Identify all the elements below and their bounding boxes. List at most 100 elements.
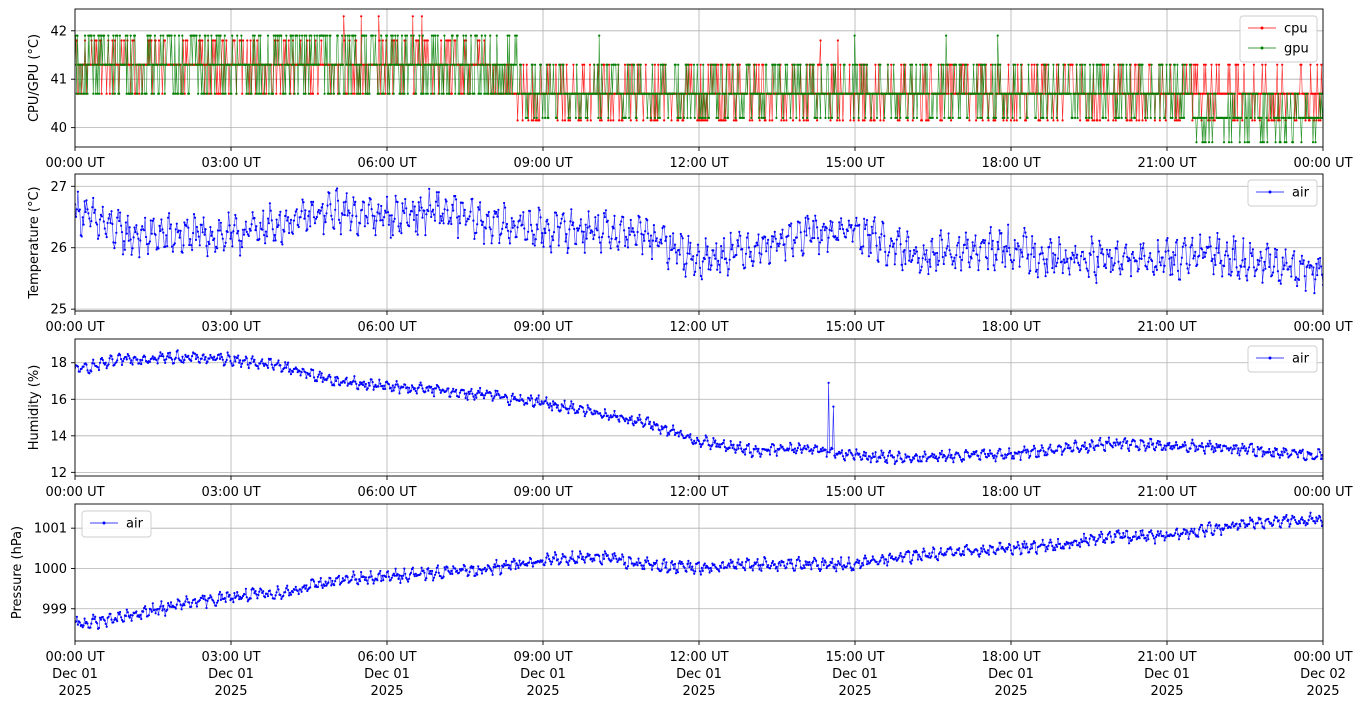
data-point: [213, 355, 216, 358]
y-tick-label: 26: [50, 241, 67, 256]
data-point: [562, 63, 565, 66]
data-point: [737, 63, 740, 66]
data-point: [1182, 242, 1185, 245]
data-point: [158, 224, 161, 227]
data-point: [240, 240, 243, 243]
data-point: [408, 386, 411, 389]
data-point: [397, 225, 400, 228]
data-point: [609, 119, 612, 122]
data-point: [1157, 92, 1160, 95]
data-point: [867, 255, 871, 258]
data-point: [343, 213, 346, 217]
data-point: [108, 92, 111, 95]
data-point: [242, 233, 246, 236]
data-point: [1080, 255, 1083, 258]
data-point: [137, 237, 140, 240]
data-point: [351, 214, 354, 217]
data-point: [330, 92, 333, 95]
data-point: [914, 92, 917, 95]
plot-area: [75, 349, 1323, 465]
data-point: [309, 92, 312, 95]
data-point: [86, 92, 89, 95]
data-point: [260, 360, 263, 363]
data-point: [869, 92, 872, 95]
data-point: [486, 214, 489, 218]
data-point: [398, 392, 401, 395]
data-point: [567, 116, 570, 119]
data-point: [425, 39, 428, 42]
data-point: [480, 223, 484, 227]
data-point: [662, 63, 665, 66]
data-point: [285, 209, 288, 212]
data-point: [94, 208, 97, 211]
data-point: [183, 92, 186, 95]
data-point: [1020, 251, 1023, 254]
data-point: [155, 358, 158, 362]
data-point: [1272, 119, 1275, 122]
data-point: [847, 219, 850, 222]
data-point: [995, 92, 999, 95]
data-point: [836, 236, 839, 239]
data-point: [801, 92, 804, 95]
data-point: [688, 92, 691, 95]
data-point: [856, 92, 860, 95]
data-point: [585, 410, 588, 413]
data-point: [1065, 260, 1068, 263]
data-point: [851, 63, 855, 66]
data-point: [1306, 92, 1309, 95]
data-point: [644, 63, 647, 66]
data-point: [1089, 253, 1092, 256]
data-point: [202, 92, 206, 95]
data-point: [88, 372, 91, 375]
data-point: [741, 248, 744, 251]
data-point: [606, 219, 609, 222]
data-point: [465, 392, 468, 395]
data-point: [222, 92, 225, 95]
data-point: [994, 63, 997, 66]
data-point: [1202, 251, 1206, 254]
data-point: [120, 358, 123, 361]
data-point: [723, 116, 726, 119]
data-point: [526, 402, 529, 405]
data-point: [1101, 248, 1104, 251]
data-point: [521, 398, 524, 401]
data-point: [886, 63, 890, 66]
data-point: [583, 251, 586, 254]
data-point: [419, 63, 422, 66]
data-point: [1277, 116, 1280, 119]
data-point: [1027, 63, 1030, 66]
data-point: [425, 213, 428, 216]
data-point: [174, 228, 177, 231]
data-point: [635, 243, 638, 246]
data-point: [598, 119, 602, 122]
data-point: [116, 359, 119, 362]
data-point: [851, 240, 854, 243]
data-point: [582, 230, 585, 233]
data-point: [979, 246, 982, 249]
data-point: [445, 39, 448, 42]
data-point: [572, 221, 575, 224]
data-point: [514, 63, 518, 66]
data-point: [75, 215, 78, 218]
data-point: [377, 385, 380, 388]
data-point: [816, 116, 819, 119]
data-point: [181, 34, 184, 37]
data-point: [326, 34, 329, 37]
data-point: [1022, 235, 1025, 238]
data-point: [274, 34, 277, 37]
data-point: [768, 119, 771, 122]
data-point: [1257, 263, 1260, 266]
data-point: [736, 239, 739, 242]
data-point: [765, 250, 768, 253]
data-point: [776, 242, 779, 245]
data-point: [697, 92, 700, 95]
data-point: [1242, 237, 1245, 240]
data-point: [1002, 92, 1005, 95]
data-point: [771, 119, 774, 122]
data-point: [521, 223, 524, 226]
data-point: [268, 202, 271, 205]
data-point: [490, 394, 493, 398]
data-point: [406, 221, 409, 224]
data-point: [502, 92, 505, 95]
data-point: [552, 239, 555, 242]
